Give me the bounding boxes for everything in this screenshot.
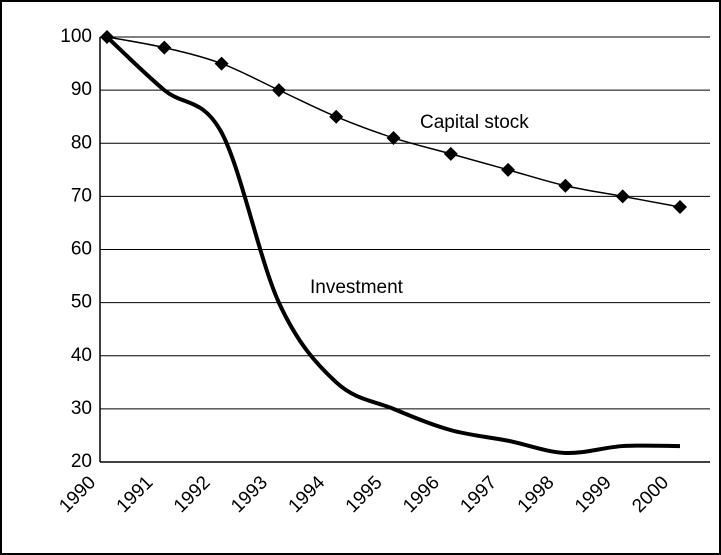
y-tick-label: 80	[71, 132, 92, 153]
marker	[558, 178, 573, 193]
series-line	[105, 35, 681, 455]
y-tick-label: 60	[71, 239, 92, 260]
marker	[329, 109, 344, 124]
y-tick-label: 30	[71, 398, 92, 419]
y-tick-label: 40	[71, 345, 92, 366]
series-label: Investment	[310, 277, 404, 298]
marker	[501, 162, 516, 177]
marker	[615, 189, 630, 204]
y-tick-label: 100	[60, 26, 92, 47]
y-tick-label: 90	[71, 79, 92, 100]
marker	[214, 56, 229, 71]
marker	[157, 40, 172, 55]
marker	[271, 83, 286, 98]
y-tick-label: 50	[71, 292, 92, 313]
y-tick-label: 70	[71, 185, 92, 206]
marker	[673, 200, 687, 214]
marker	[386, 130, 401, 145]
marker	[443, 146, 458, 161]
series-label: Capital stock	[420, 112, 529, 133]
y-tick-label: 20	[71, 451, 92, 472]
